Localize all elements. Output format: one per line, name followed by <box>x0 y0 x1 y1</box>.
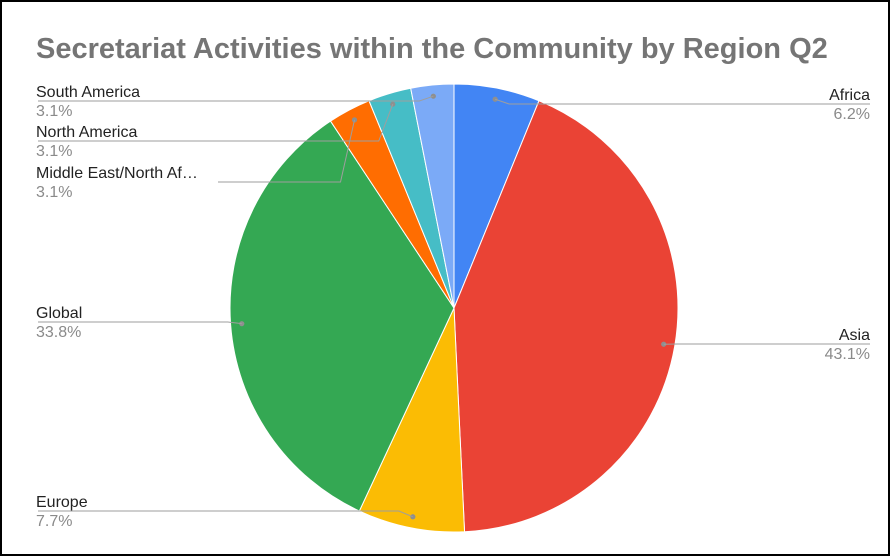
leader-line-africa <box>494 98 870 105</box>
pie-slice-europe <box>358 307 466 533</box>
pie-slice-asia <box>453 100 679 533</box>
slice-label-europe: Europe <box>36 494 88 511</box>
slice-label-global: Global <box>36 305 82 322</box>
slice-percent-south-america: 3.1% <box>36 103 72 120</box>
slice-label-middle-east-north-africa: Middle East/North Af… <box>36 165 198 182</box>
slice-labels: Africa 6.2% Asia 43.1% Europe 7.7% Global 33.8%… <box>36 84 870 530</box>
slice-label-africa: Africa <box>829 87 870 104</box>
pie-slice-south-america <box>410 83 455 309</box>
leader-lines <box>38 93 870 520</box>
pie-slices <box>229 83 679 533</box>
pie-slice-global <box>229 120 455 512</box>
leader-line-global <box>38 321 242 325</box>
slice-percent-europe: 7.7% <box>36 513 72 530</box>
leader-line-europe <box>38 510 414 518</box>
slice-percent-global: 33.8% <box>36 324 81 341</box>
leader-line-north-america <box>38 104 394 142</box>
slice-percent-middle-east-north-africa: 3.1% <box>36 184 72 201</box>
leader-line-south-america <box>38 95 434 102</box>
slice-percent-north-america: 3.1% <box>36 143 72 160</box>
slice-label-south-america: South America <box>36 84 140 101</box>
slice-label-north-america: North America <box>36 124 137 141</box>
slice-percent-asia: 43.1% <box>825 346 870 363</box>
slice-label-asia: Asia <box>839 327 870 344</box>
chart-title: Secretariat Activities within the Commun… <box>36 33 828 65</box>
slice-percent-africa: 6.2% <box>834 106 870 123</box>
